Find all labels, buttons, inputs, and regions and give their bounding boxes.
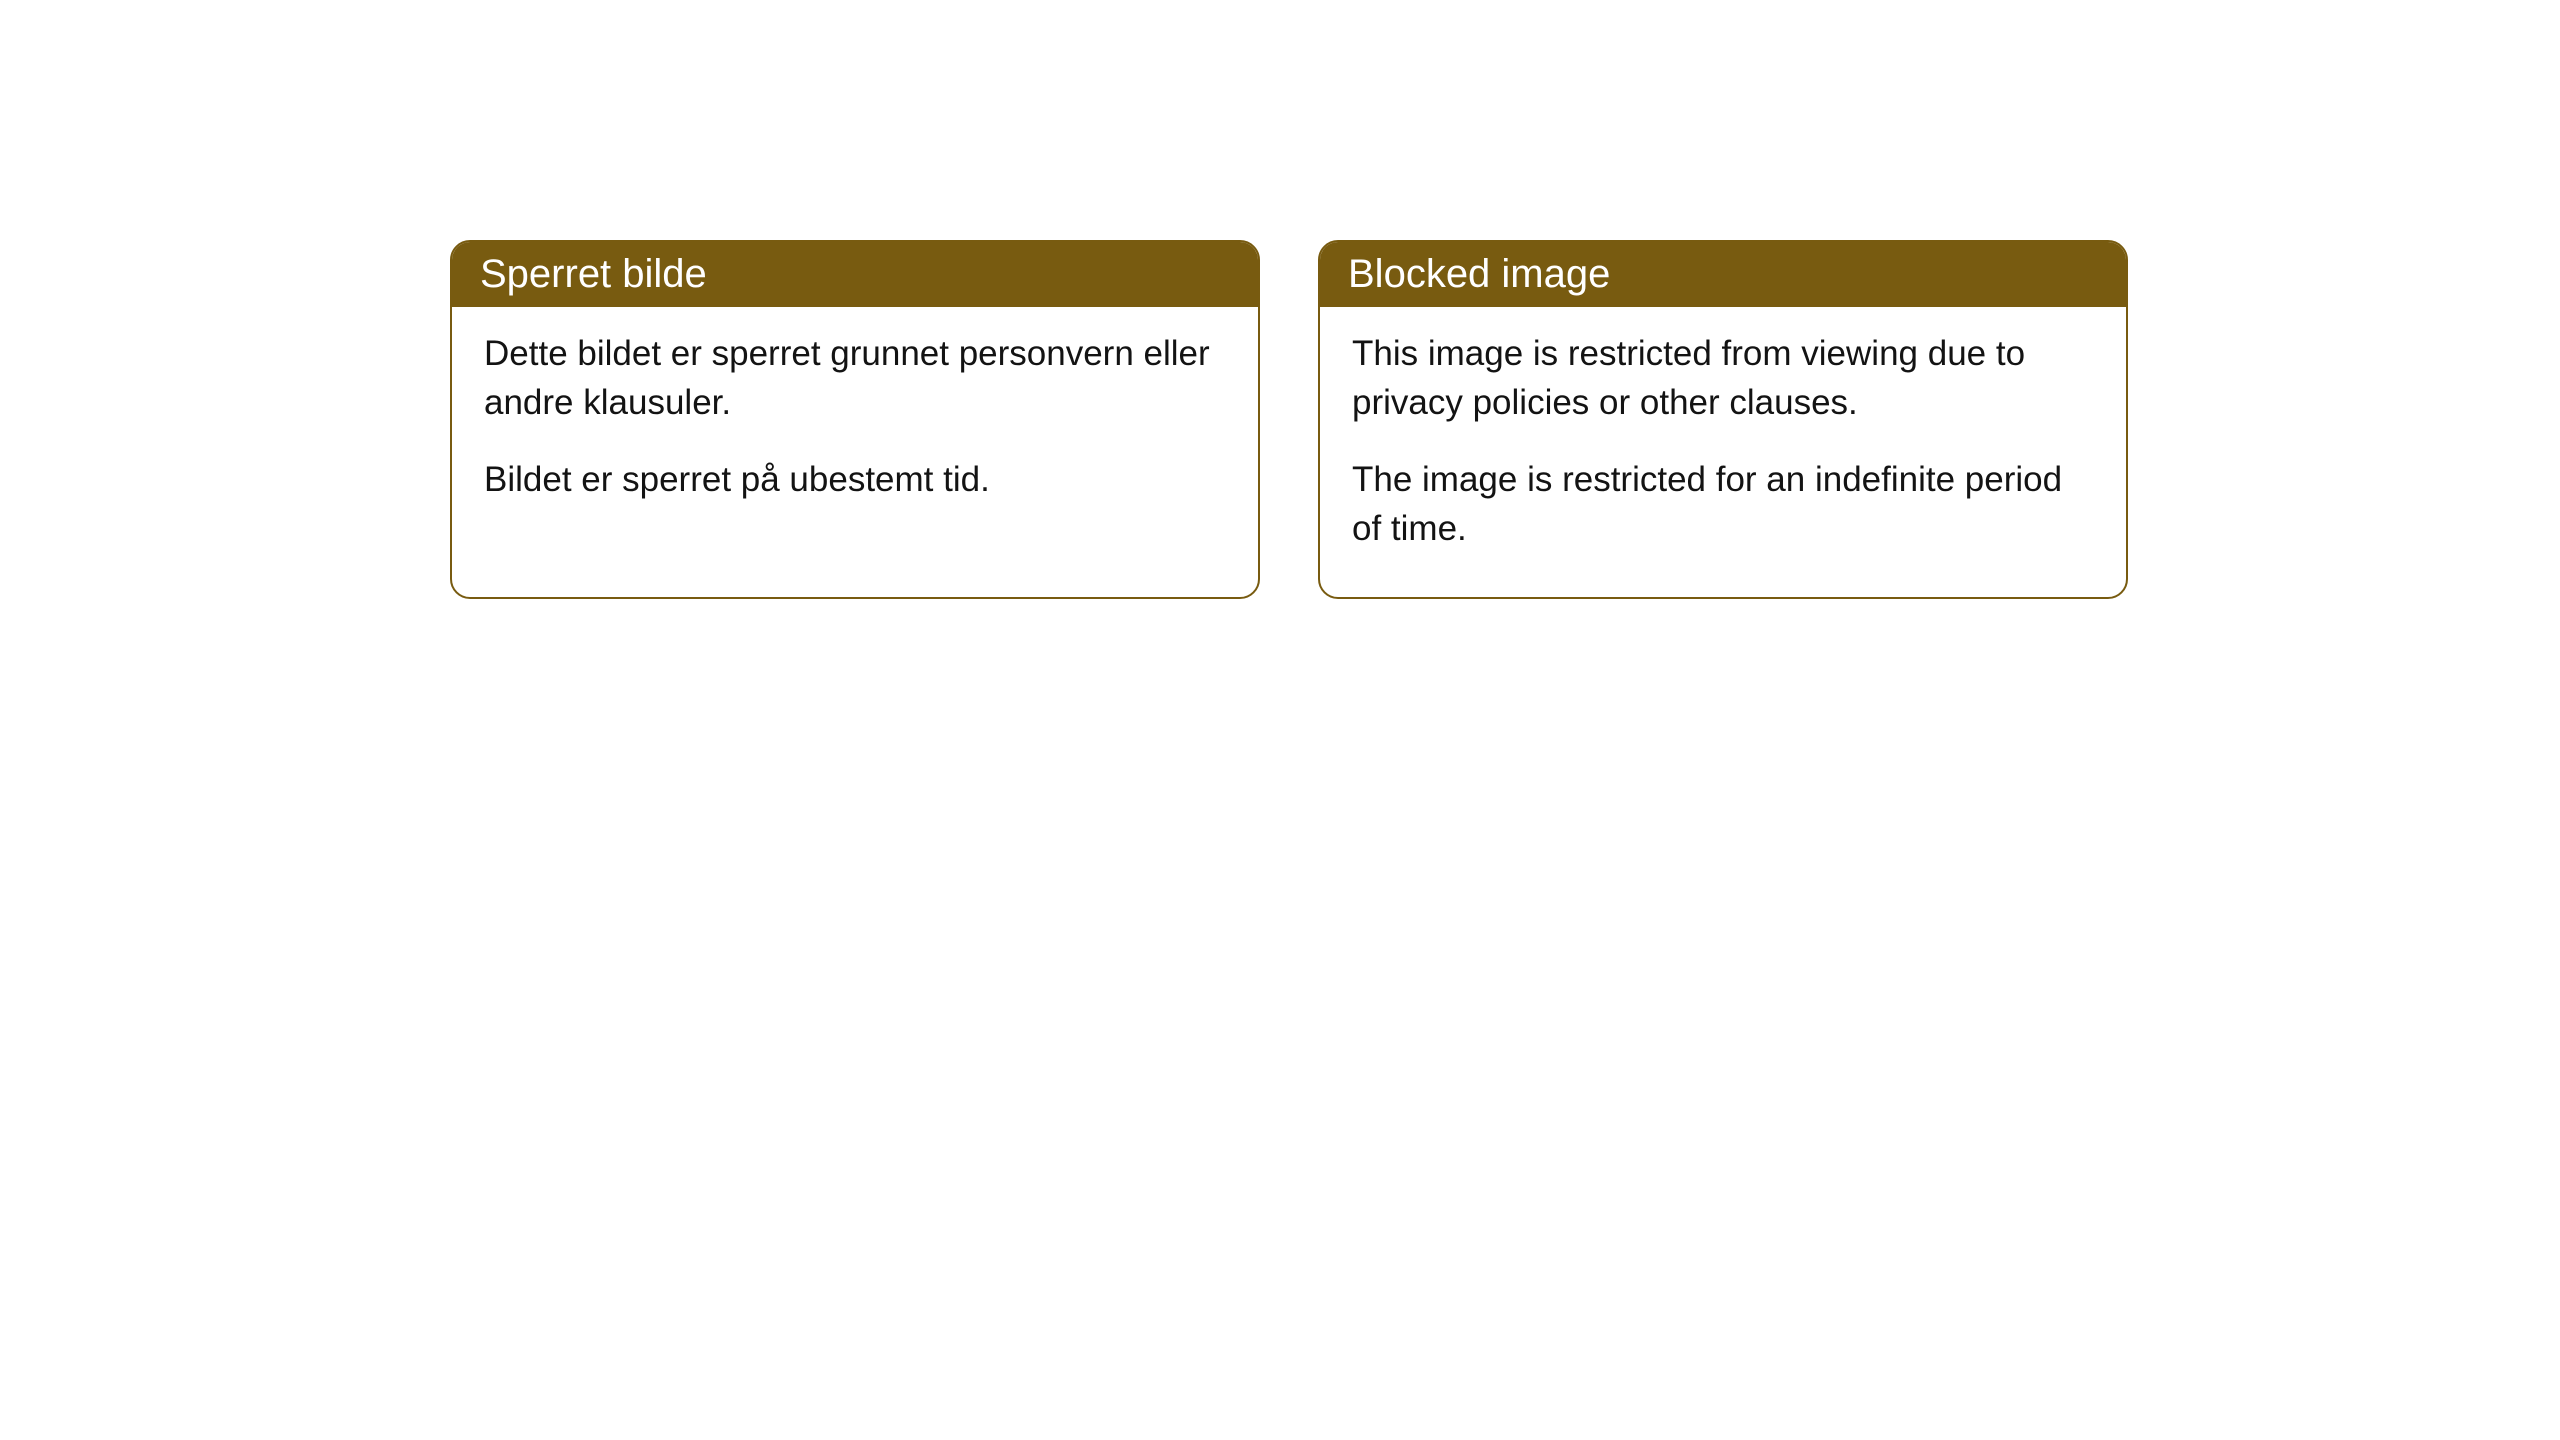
card-paragraph-1-en: This image is restricted from viewing du… xyxy=(1352,329,2094,427)
card-header-no: Sperret bilde xyxy=(452,242,1258,307)
card-body-no: Dette bildet er sperret grunnet personve… xyxy=(452,307,1258,548)
card-paragraph-2-en: The image is restricted for an indefinit… xyxy=(1352,455,2094,553)
card-header-en: Blocked image xyxy=(1320,242,2126,307)
blocked-image-card-en: Blocked image This image is restricted f… xyxy=(1318,240,2128,599)
card-paragraph-1-no: Dette bildet er sperret grunnet personve… xyxy=(484,329,1226,427)
card-paragraph-2-no: Bildet er sperret på ubestemt tid. xyxy=(484,455,1226,504)
blocked-image-card-no: Sperret bilde Dette bildet er sperret gr… xyxy=(450,240,1260,599)
card-body-en: This image is restricted from viewing du… xyxy=(1320,307,2126,597)
cards-container: Sperret bilde Dette bildet er sperret gr… xyxy=(450,240,2128,599)
